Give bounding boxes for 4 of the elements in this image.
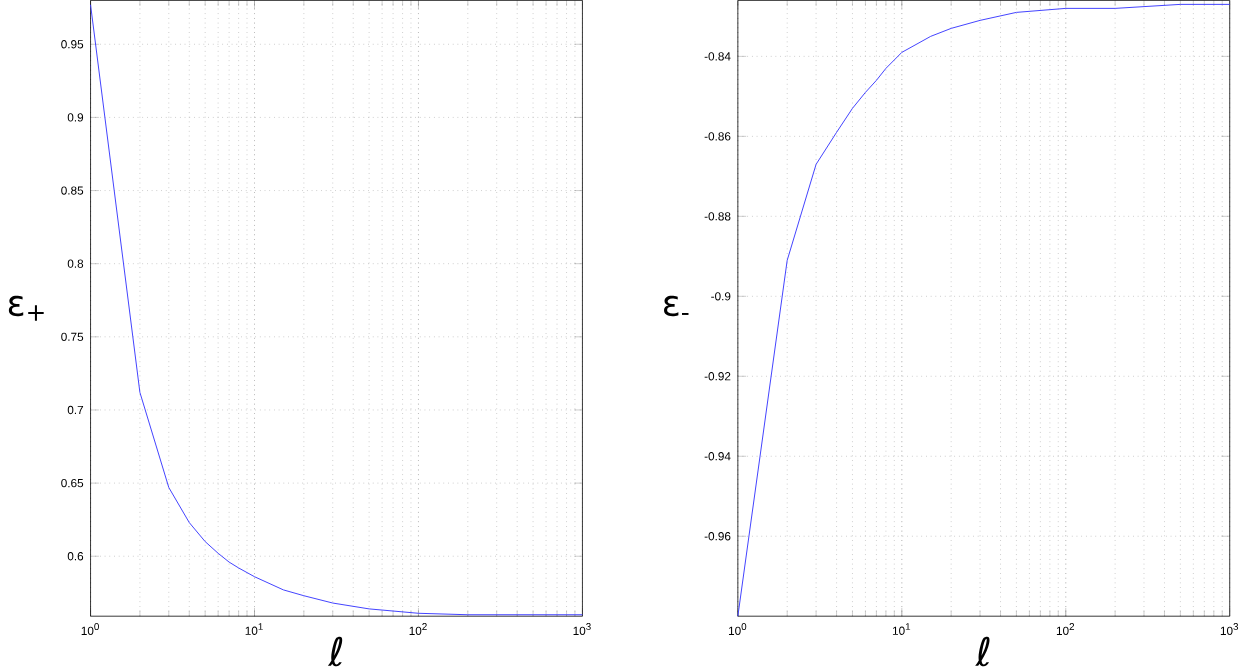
y-axis-title: ε$_{+}$ [8,295,44,321]
x-axis-title: ℓ [975,636,990,666]
x-axis-title: ℓ [327,636,343,666]
y-axis-title: ε$_{-}$ [664,295,689,316]
